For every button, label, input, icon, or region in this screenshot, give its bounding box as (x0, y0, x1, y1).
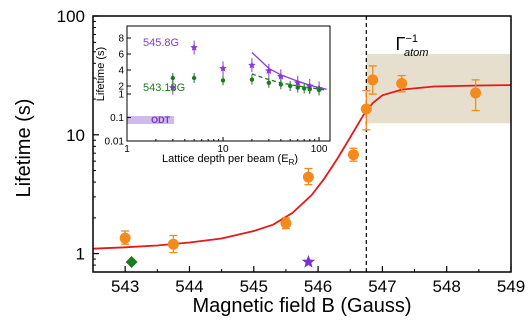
inset-y-tick-label: 8 (118, 34, 124, 45)
x-tick-label: 544 (175, 277, 203, 296)
inset-star-point (248, 61, 256, 69)
data-point (396, 78, 408, 90)
inset-x-tick-label: 100 (311, 144, 328, 155)
inset-plot-frame (126, 25, 331, 142)
inset-circle-point (301, 86, 307, 91)
data-point (470, 87, 482, 99)
legend-543-18g: 543.18G (143, 82, 185, 94)
inset-circle-point (220, 78, 226, 83)
x-tick-label: 548 (433, 277, 461, 296)
inset-y-tick-label: 6 (118, 50, 124, 61)
inset-circle-point (266, 80, 272, 86)
lifetime-band (366, 53, 511, 124)
inset-circle-point (278, 82, 284, 87)
inset-y-tick-label: 0.01 (105, 137, 125, 148)
x-tick-label: 549 (497, 277, 525, 296)
odt-rect (127, 116, 175, 124)
y-axis-label: Lifetime (s) (13, 99, 35, 198)
inset-y-tick-label: 1 (118, 90, 124, 101)
diamond-marker (125, 255, 138, 268)
inset-circle-point (316, 87, 322, 93)
x-axis-label: Magnetic field B (Gauss) (193, 295, 412, 317)
y-tick-label: 1 (76, 245, 85, 264)
band-label: Γ−1 atom (396, 33, 429, 59)
x-tick-label: 543 (111, 277, 139, 296)
main-plot-frame (92, 15, 512, 273)
y-tick-label: 10 (66, 126, 85, 145)
x-tick-label: 545 (240, 277, 268, 296)
inset-star-point (277, 72, 285, 80)
inset-circle-point (287, 83, 293, 89)
odt-label: ODT (151, 115, 171, 125)
data-point (367, 74, 379, 86)
inset-circle-point (249, 77, 255, 82)
y-tick-label: 100 (57, 7, 85, 26)
x-tick-label: 547 (368, 277, 396, 296)
inset-star-point (190, 43, 198, 51)
inset-x-tick-label: 10 (217, 144, 229, 155)
inset-circle-point (295, 85, 300, 90)
inset-y-tick-label: 2 (118, 82, 124, 93)
data-point (119, 232, 131, 244)
inset-y-tick-label: 0.1 (110, 113, 124, 124)
inset-circle-point (170, 75, 176, 81)
inset-circle-point (191, 75, 197, 81)
inset-star-point (169, 83, 177, 91)
inset-x-tick-label: 1 (124, 144, 130, 155)
inset-y-tick-label: 4 (118, 66, 124, 77)
odt-band: ODT (127, 115, 175, 125)
inset-star-point (265, 66, 273, 74)
inset-star-point (219, 64, 227, 72)
data-point (167, 238, 179, 250)
inset-star-point (293, 78, 302, 86)
band-rect (366, 53, 511, 124)
x-tick-label: 546 (304, 277, 332, 296)
star-marker (301, 255, 316, 268)
inset-circle-point (307, 87, 312, 92)
legend-545-8g: 545.8G (143, 37, 179, 49)
data-point (280, 217, 292, 229)
inset-y-axis-label: Lifetime (s) (95, 47, 107, 101)
data-point (302, 171, 314, 183)
data-point (347, 149, 359, 161)
inset-x-axis-label: Lattice depth per beam (ER) (162, 153, 298, 167)
data-point (360, 103, 372, 115)
